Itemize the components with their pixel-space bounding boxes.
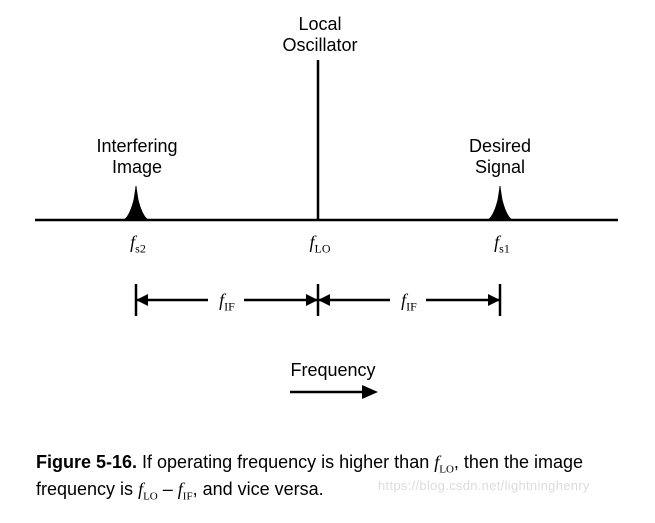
- lo-title-line1: Local: [298, 14, 341, 34]
- caption-after: , and vice versa.: [193, 479, 324, 499]
- desired-line2: Signal: [475, 157, 525, 177]
- fLO-label: fLO: [300, 232, 340, 257]
- interfering-title: Interfering Image: [82, 136, 192, 177]
- diagram-root: Local Oscillator Interfering Image Desir…: [0, 0, 655, 523]
- caption-minus: –: [158, 479, 178, 499]
- fs1-label: fs1: [482, 232, 522, 257]
- fs2-label: fs2: [118, 232, 158, 257]
- fs2-spike: [124, 186, 148, 220]
- lo-title: Local Oscillator: [265, 14, 375, 55]
- dim-arrow-left-out: [136, 294, 148, 306]
- fs1-sub: s1: [499, 242, 510, 256]
- fIF-right-sub: IF: [406, 300, 417, 314]
- dim-arrow-left-in: [306, 294, 318, 306]
- caption-fLO-sub: LO: [439, 464, 454, 476]
- fIF-left-sub: IF: [224, 300, 235, 314]
- freq-arrow-head: [362, 385, 378, 399]
- interfering-line1: Interfering: [96, 136, 177, 156]
- fIF-left-label: fIF: [210, 290, 244, 315]
- dim-arrow-right-out: [318, 294, 330, 306]
- desired-line1: Desired: [469, 136, 531, 156]
- watermark: https://blog.csdn.net/lightninghenry: [378, 478, 590, 493]
- caption-fLO2-sub: LO: [143, 491, 158, 503]
- caption-figlabel: Figure 5-16.: [36, 452, 137, 472]
- frequency-label: Frequency: [278, 360, 388, 381]
- caption-fIF-sub: IF: [183, 491, 193, 503]
- lo-title-line2: Oscillator: [282, 35, 357, 55]
- caption-before: If operating frequency is higher than: [137, 452, 434, 472]
- desired-title: Desired Signal: [450, 136, 550, 177]
- frequency-text: Frequency: [290, 360, 375, 380]
- fs1-spike: [488, 186, 512, 220]
- interfering-line2: Image: [112, 157, 162, 177]
- fs2-sub: s2: [135, 242, 146, 256]
- dim-arrow-right-in: [488, 294, 500, 306]
- fIF-right-label: fIF: [392, 290, 426, 315]
- diagram-svg: [0, 0, 655, 523]
- fLO-sub: LO: [315, 242, 331, 256]
